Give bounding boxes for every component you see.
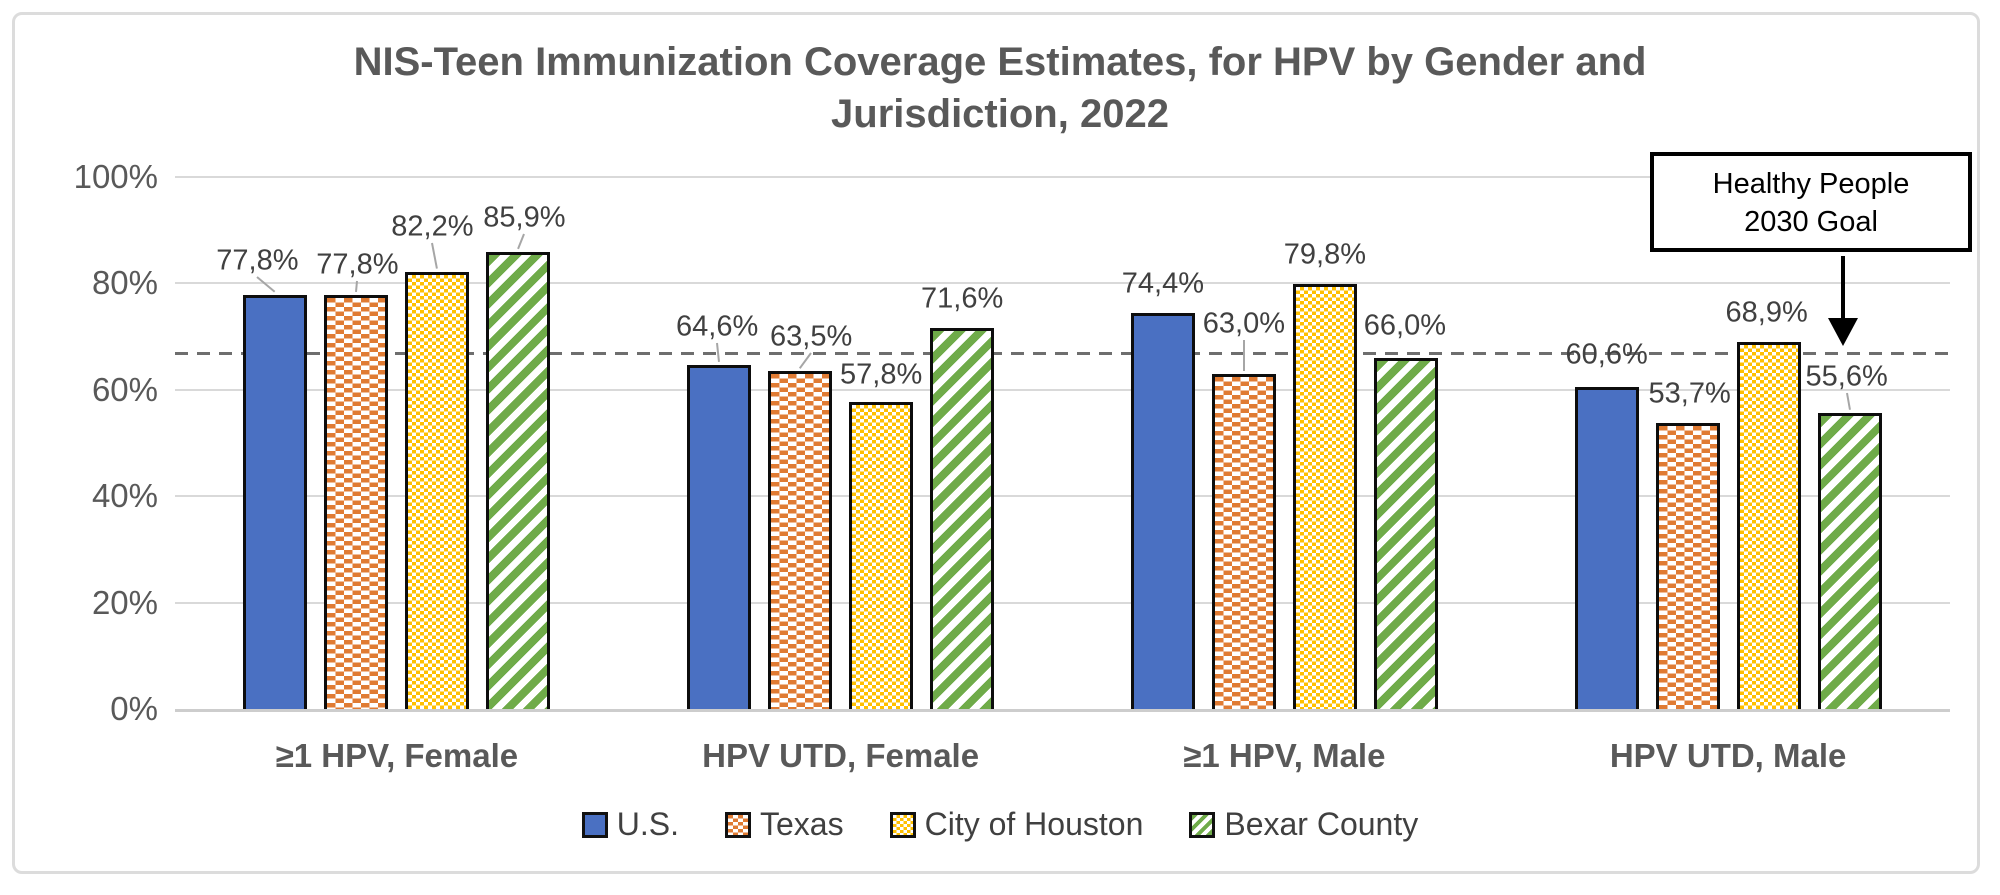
bar-city-of-houston-3 bbox=[1736, 342, 1801, 709]
chart-title-line2: Jurisdiction, 2022 bbox=[831, 92, 1169, 136]
y-tick-60: 60% bbox=[91, 370, 158, 408]
data-label-city-of-houston-3: 68,9% bbox=[1725, 296, 1808, 329]
legend-item-us: U.S. bbox=[581, 806, 679, 843]
data-label-bexar-county-1: 71,6% bbox=[921, 282, 1004, 315]
legend-item-texas: Texas bbox=[725, 806, 844, 843]
legend-label-us: U.S. bbox=[616, 806, 679, 842]
data-label-texas-2: 63,0% bbox=[1202, 307, 1285, 340]
legend-swatch-city-of-houston bbox=[889, 811, 916, 838]
bar-bexar-county-3 bbox=[1817, 413, 1882, 709]
goal-callout-line2: 2030 Goal bbox=[1744, 206, 1878, 238]
data-label-us-2: 74,4% bbox=[1121, 267, 1204, 300]
goal-arrow-head-icon bbox=[1828, 318, 1858, 346]
category-label-1: HPV UTD, Female bbox=[702, 737, 980, 774]
legend-label-texas: Texas bbox=[760, 806, 844, 842]
legend-label-bexar-county: Bexar County bbox=[1224, 806, 1419, 842]
y-tick-20: 20% bbox=[91, 583, 158, 621]
label-leader bbox=[1242, 339, 1245, 371]
gridline-20 bbox=[175, 601, 1950, 604]
data-label-city-of-houston-0: 82,2% bbox=[391, 210, 474, 243]
gridline-40 bbox=[175, 495, 1950, 498]
bar-us-1 bbox=[687, 365, 752, 709]
gridline-60 bbox=[175, 388, 1950, 391]
y-tick-40: 40% bbox=[91, 477, 158, 515]
data-label-texas-0: 77,8% bbox=[316, 248, 399, 281]
bar-texas-2 bbox=[1211, 373, 1276, 709]
bar-bexar-county-2 bbox=[1373, 357, 1438, 709]
data-label-city-of-houston-2: 79,8% bbox=[1283, 238, 1366, 271]
data-label-us-3: 60,6% bbox=[1565, 338, 1648, 371]
legend-swatch-bexar-county bbox=[1189, 811, 1216, 838]
gridline-100 bbox=[175, 176, 1950, 178]
legend-item-bexar-county: Bexar County bbox=[1189, 806, 1418, 843]
bar-us-2 bbox=[1130, 313, 1195, 709]
data-label-city-of-houston-1: 57,8% bbox=[840, 358, 923, 390]
data-label-us-0: 77,8% bbox=[216, 244, 299, 277]
y-tick-100: 100% bbox=[73, 158, 158, 195]
chart-title: NIS-Teen Immunization Coverage Estimates… bbox=[0, 36, 2000, 140]
category-label-2: ≥1 HPV, Male bbox=[1183, 737, 1386, 774]
data-label-texas-1: 63,5% bbox=[770, 320, 853, 353]
bar-texas-0 bbox=[324, 295, 389, 709]
goal-line bbox=[175, 351, 1950, 355]
goal-arrow-shaft bbox=[1841, 256, 1845, 320]
bar-city-of-houston-1 bbox=[849, 401, 914, 709]
bar-texas-3 bbox=[1655, 423, 1720, 709]
data-label-bexar-county-3: 55,6% bbox=[1805, 360, 1888, 393]
bar-texas-1 bbox=[768, 371, 833, 709]
category-label-3: HPV UTD, Male bbox=[1609, 737, 1847, 774]
goal-callout: Healthy People 2030 Goal bbox=[1650, 152, 1972, 252]
goal-callout-line1: Healthy People bbox=[1712, 168, 1910, 200]
bar-bexar-county-0 bbox=[486, 252, 551, 709]
y-tick-0: 0% bbox=[110, 690, 158, 727]
y-tick-80: 80% bbox=[91, 264, 158, 302]
bar-us-0 bbox=[243, 295, 308, 709]
bar-city-of-houston-0 bbox=[405, 271, 470, 709]
data-label-us-1: 64,6% bbox=[676, 310, 759, 343]
legend-swatch-texas bbox=[725, 811, 751, 838]
gridline-0 bbox=[175, 709, 1950, 712]
legend-item-city-of-houston: City of Houston bbox=[889, 806, 1144, 843]
legend-label-city-of-houston: City of Houston bbox=[924, 806, 1144, 842]
legend-swatch-us bbox=[581, 811, 608, 838]
data-label-bexar-county-0: 85,9% bbox=[483, 201, 566, 234]
legend: U.S. Texas City of Houston Bexar County bbox=[0, 806, 2000, 843]
bar-city-of-houston-2 bbox=[1292, 284, 1357, 709]
gridline-80 bbox=[175, 282, 1950, 285]
bar-bexar-county-1 bbox=[930, 328, 995, 709]
category-label-0: ≥1 HPV, Female bbox=[275, 737, 519, 774]
bar-us-3 bbox=[1574, 386, 1639, 709]
chart-title-line1: NIS-Teen Immunization Coverage Estimates… bbox=[353, 40, 1647, 84]
data-label-bexar-county-2: 66,0% bbox=[1363, 309, 1446, 342]
data-label-texas-3: 53,7% bbox=[1648, 377, 1731, 410]
